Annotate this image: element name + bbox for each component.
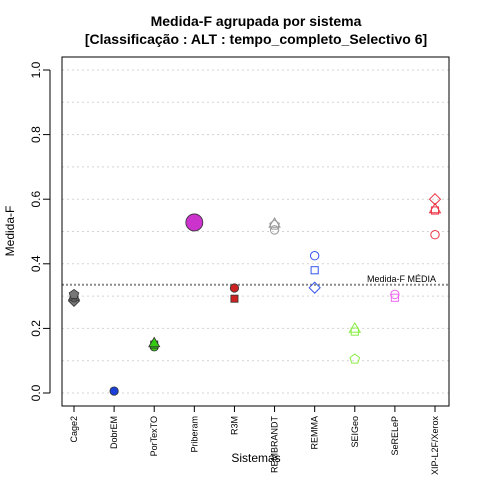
- data-point: [430, 206, 440, 215]
- x-tick-label: SeRELeP: [390, 416, 400, 456]
- y-tick-label: 0.6: [29, 191, 43, 208]
- data-point: [428, 193, 442, 206]
- y-tick-label: 1.0: [29, 61, 43, 78]
- reference-line-label: Medida-F MÉDIA: [367, 274, 436, 284]
- data-point: [269, 225, 280, 235]
- data-point: [428, 202, 442, 214]
- y-tick-label: 0.0: [29, 384, 43, 401]
- chart-subtitle: [Classificação : ALT : tempo_completo_Se…: [85, 31, 427, 47]
- y-axis: 0.0 0.2 0.4 0.6 0.8 1.0: [29, 61, 51, 401]
- x-tick-label: REMBRANDT: [270, 416, 280, 474]
- data-point: [349, 353, 361, 364]
- plot-frame: [61, 56, 450, 407]
- data-point: [230, 294, 239, 303]
- x-tick-label: PorTexTO: [149, 416, 159, 456]
- x-tick-label: XIP-L2F/Xerox: [430, 416, 440, 476]
- data-point: [269, 219, 280, 230]
- data-point: [68, 288, 80, 299]
- x-tick-label: Priberam: [189, 416, 199, 453]
- data-point: [390, 293, 399, 302]
- y-tick-label: 0.2: [29, 320, 43, 337]
- data-point: [308, 281, 321, 294]
- data-point: [390, 289, 400, 300]
- data-point: [268, 216, 281, 228]
- x-axis: Cage2 DobrEM PorTexTO Priberam R3M REMBRANDT R…: [69, 405, 440, 476]
- data-point: [148, 336, 161, 348]
- data-points: [67, 193, 442, 396]
- x-axis-label: Sistemas: [231, 451, 280, 465]
- data-point: [309, 251, 320, 261]
- y-axis-label: Medida-F: [3, 206, 17, 257]
- x-tick-label: DobrEM: [109, 416, 119, 449]
- grid-lines: [62, 69, 449, 394]
- data-point: [430, 230, 440, 240]
- data-point: [229, 283, 240, 293]
- data-point: [185, 213, 204, 232]
- y-tick-label: 0.4: [29, 255, 43, 272]
- x-tick-label: REMMA: [310, 416, 320, 450]
- chart-title: Medida-F agrupada por sistema: [151, 13, 362, 29]
- x-tick-label: SEIGeo: [350, 416, 360, 448]
- y-tick-label: 0.8: [29, 126, 43, 143]
- data-point: [310, 266, 319, 275]
- reference-line-group: Medida-F MÉDIA: [62, 274, 449, 286]
- data-point: [109, 386, 119, 396]
- x-tick-label: R3M: [229, 416, 239, 435]
- data-point: [350, 327, 359, 336]
- x-tick-label: Cage2: [69, 416, 79, 443]
